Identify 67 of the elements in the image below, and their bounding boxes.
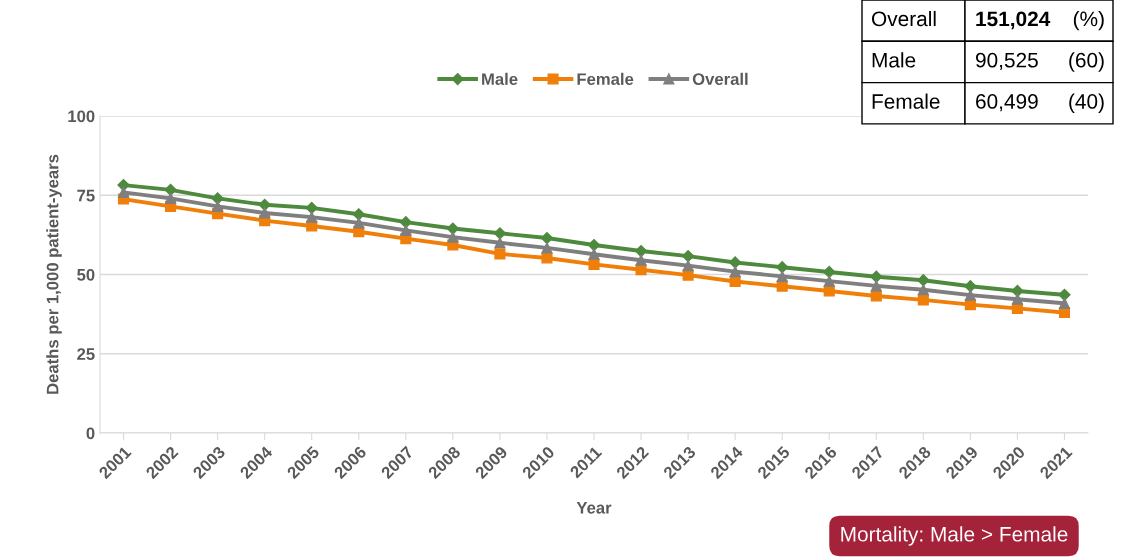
text: Mortality: Male > Female — [841, 526, 1068, 546]
point — [494, 248, 506, 260]
point — [823, 265, 836, 279]
point — [870, 270, 883, 283]
y-axis-title: Deaths per 1,000 patient-years — [46, 154, 62, 394]
point — [964, 280, 977, 293]
point — [1011, 293, 1023, 305]
point — [164, 183, 177, 196]
point — [305, 201, 318, 215]
point — [541, 242, 553, 254]
point — [681, 250, 695, 263]
point — [776, 261, 789, 274]
point — [917, 274, 930, 287]
point — [917, 284, 929, 296]
point — [588, 258, 600, 270]
point — [117, 186, 130, 198]
point — [823, 285, 835, 297]
text: 90,525 — [975, 52, 1038, 70]
text: (60) — [1069, 52, 1104, 72]
point — [400, 224, 412, 236]
y-tick-label: 50 — [77, 268, 95, 281]
y-tick-label: 0 — [86, 427, 95, 440]
point — [352, 208, 365, 221]
point — [540, 231, 554, 245]
legend-label: Overall — [692, 72, 748, 86]
point — [446, 222, 459, 235]
point — [964, 289, 976, 301]
text: (40) — [1069, 93, 1104, 113]
point — [682, 260, 694, 272]
point — [682, 269, 694, 281]
legend-label: Female — [577, 72, 634, 86]
y-tick-label: 25 — [77, 348, 95, 360]
x-axis-title: Year — [576, 502, 612, 514]
y-tick-label: 75 — [77, 189, 95, 202]
point — [212, 200, 224, 212]
point — [541, 252, 553, 264]
point — [870, 290, 882, 302]
text: 151,024 — [976, 11, 1051, 30]
point — [588, 248, 600, 260]
point — [634, 244, 648, 258]
point — [917, 294, 929, 306]
text: Female — [872, 93, 940, 109]
point — [165, 192, 177, 204]
point — [1058, 288, 1071, 301]
text: Overall — [871, 10, 936, 27]
point — [1058, 297, 1071, 309]
point — [211, 192, 224, 205]
y-tick-label: 100 — [68, 110, 95, 123]
point — [870, 280, 882, 292]
legend-label: Male — [482, 72, 518, 86]
point — [259, 207, 271, 219]
point — [776, 280, 788, 292]
point — [635, 254, 647, 266]
point — [494, 237, 506, 249]
point — [729, 266, 741, 278]
point — [447, 231, 459, 243]
point — [587, 238, 601, 252]
point — [729, 275, 741, 288]
point — [823, 275, 835, 287]
point — [635, 264, 647, 276]
point — [493, 227, 507, 240]
point — [776, 270, 788, 282]
text: Male — [872, 52, 916, 68]
text: 60,499 — [976, 94, 1038, 112]
text: (%) — [1073, 10, 1104, 31]
point — [353, 217, 365, 229]
point — [306, 211, 318, 223]
